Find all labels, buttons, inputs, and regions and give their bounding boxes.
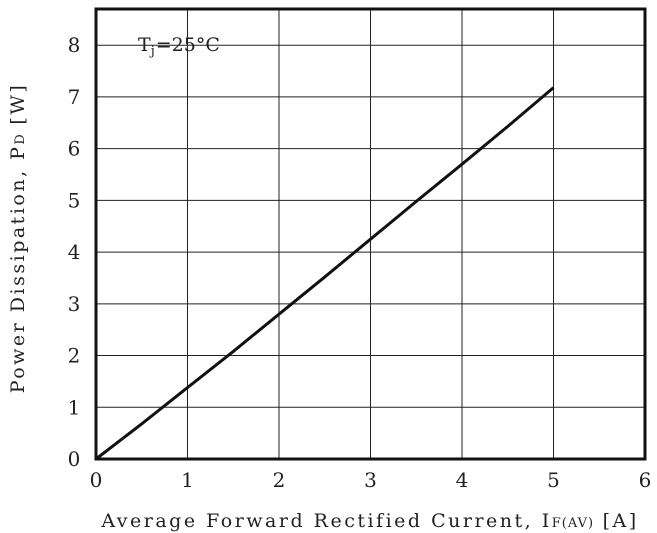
series-layer <box>95 86 555 461</box>
y-tick-label: 5 <box>68 188 81 212</box>
x-tick-label: 0 <box>90 468 103 492</box>
power-dissipation-line <box>95 86 555 461</box>
x-axis-label-sub: F(AV) <box>552 516 594 531</box>
grid-lines <box>96 9 645 459</box>
annotation-main: T <box>138 34 151 56</box>
x-tick-label: 3 <box>364 468 377 492</box>
y-axis-label: Power Dissipation, PD [W] <box>7 83 29 394</box>
x-axis-label: Average Forward Rectified Current, IF(AV… <box>100 510 638 532</box>
x-tick-label: 2 <box>273 468 286 492</box>
x-tick-label: 1 <box>181 468 194 492</box>
y-tick-label: 8 <box>68 33 81 57</box>
y-tick-label: 0 <box>68 447 81 471</box>
y-tick-label: 2 <box>68 344 81 368</box>
y-tick-label: 7 <box>68 85 81 109</box>
x-axis-label-unit: [A] <box>594 510 639 532</box>
x-tick-labels: 0 1 2 3 4 5 6 <box>90 468 652 492</box>
plot-frame <box>94 7 647 461</box>
x-tick-label: 5 <box>547 468 560 492</box>
x-tick-label: 4 <box>456 468 469 492</box>
x-tick-label: 6 <box>639 468 652 492</box>
y-axis-label-sub: D <box>13 133 28 144</box>
y-tick-labels: 0 1 2 3 4 5 6 7 8 <box>68 33 81 471</box>
annotation-rest: =25°C <box>156 34 220 56</box>
y-tick-label: 1 <box>68 395 81 419</box>
junction-temperature-annotation: Tj=25°C <box>138 34 220 59</box>
annotation-sub: j <box>149 44 156 59</box>
x-axis-label-main: Average Forward Rectified Current, I <box>100 510 551 532</box>
y-tick-label: 3 <box>68 292 81 316</box>
y-tick-label: 6 <box>68 137 81 161</box>
y-tick-label: 4 <box>68 240 81 264</box>
y-axis-label-main: Power Dissipation, P <box>7 145 29 394</box>
y-axis-label-unit: [W] <box>7 83 29 133</box>
